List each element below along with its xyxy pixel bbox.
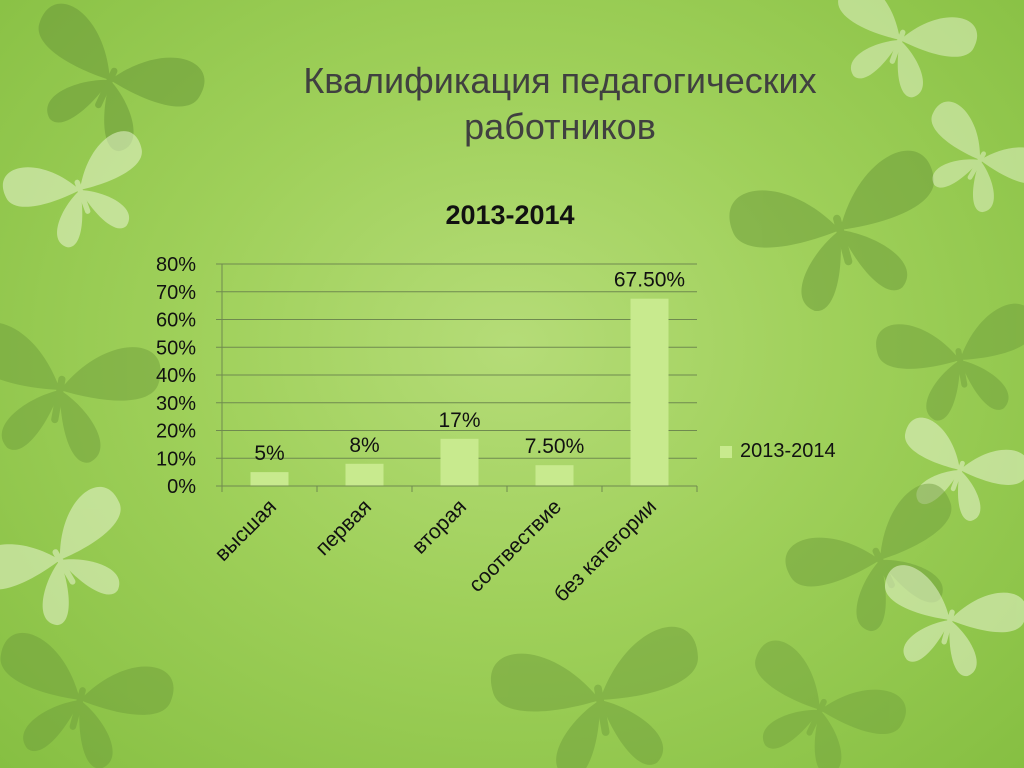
x-tick-label: вторая (408, 495, 471, 558)
y-tick-label: 80% (156, 254, 196, 276)
chart-legend: 2013-2014 (720, 440, 836, 463)
y-tick-label: 10% (156, 448, 196, 470)
slide-title-line-2: работников (464, 106, 656, 147)
data-label: 67.50% (614, 269, 685, 292)
x-tick-label: высшая (211, 495, 281, 565)
bar-3 (440, 438, 479, 486)
x-tick-label: без категории (550, 495, 661, 606)
slide-title: Квалификация педагогических работников (180, 58, 940, 150)
bar-2 (345, 463, 384, 486)
data-label: 8% (349, 434, 379, 457)
x-tick-label: первая (311, 495, 376, 560)
y-tick-label: 60% (156, 310, 196, 332)
y-tick-label: 40% (156, 365, 196, 387)
chart-title: 2013-2014 (445, 200, 575, 230)
data-label: 5% (254, 442, 284, 465)
y-tick-label: 50% (156, 337, 196, 359)
legend-swatch (720, 445, 732, 458)
y-tick-label: 30% (156, 393, 196, 415)
x-tick-label: соотвествие (465, 495, 567, 597)
bar-4 (535, 465, 574, 486)
y-tick-label: 20% (156, 421, 196, 443)
bar-5 (630, 298, 669, 486)
slide-title-line-1: Квалификация педагогических (303, 60, 817, 101)
data-label: 7.50% (525, 435, 585, 458)
y-tick-label: 0% (167, 476, 196, 498)
legend-label: 2013-2014 (740, 440, 836, 462)
bar-1 (250, 472, 289, 486)
data-label: 17% (438, 409, 480, 432)
y-tick-label: 70% (156, 282, 196, 304)
